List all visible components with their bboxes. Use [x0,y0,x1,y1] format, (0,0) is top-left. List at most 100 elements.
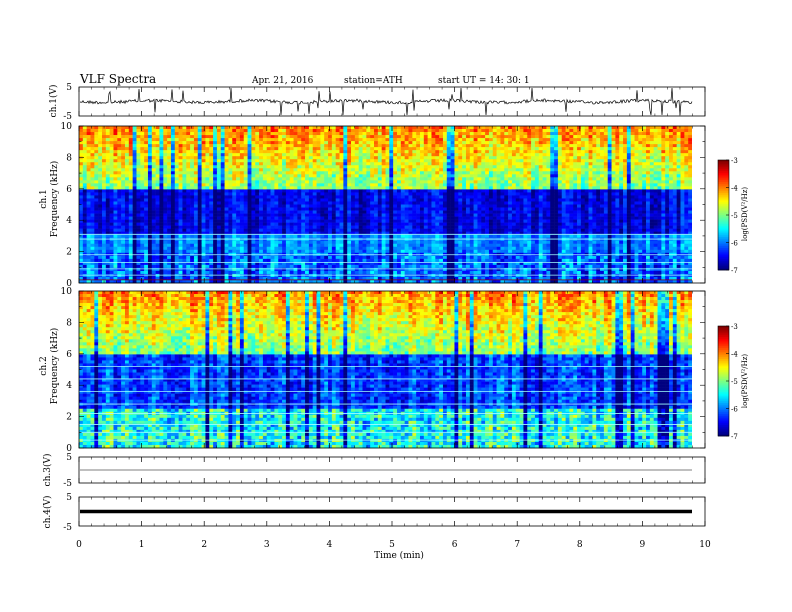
spectrogram-cell [527,147,531,150]
spectrogram-cell [374,217,378,220]
spectrogram-cell [554,138,558,141]
spectrogram-cell [393,205,397,208]
spectrogram-cell [152,183,156,186]
spectrogram-cell [263,132,267,135]
spectrogram-cell [159,201,163,204]
spectrogram-cell [117,150,121,153]
spectrogram-cell [550,201,554,204]
spectrogram-cell [79,135,83,138]
spectrogram-cell [244,183,248,186]
spectrogram-cell [431,186,435,189]
spectrogram-cell [646,171,650,174]
spectrogram-cell [313,211,317,214]
spectrogram-cell [543,135,547,138]
spectrogram-cell [228,201,232,204]
spectrogram-cell [359,205,363,208]
spectrogram-cell [431,189,435,192]
spectrogram-cell [286,159,290,162]
spectrogram-cell [520,201,524,204]
spectrogram-cell [340,165,344,168]
spectrogram-cell [351,211,355,214]
spectrogram-cell [454,205,458,208]
spectrogram-cell [408,159,412,162]
spectrogram-cell [420,211,424,214]
spectrogram-cell [366,183,370,186]
spectrogram-cell [366,165,370,168]
spectrogram-cell [240,198,244,201]
spectrogram-cell [474,201,478,204]
spectrogram-cell [209,195,213,198]
spectrogram-cell [615,201,619,204]
spectrogram-cell [324,150,328,153]
spectrogram-cell [608,174,612,177]
spectrogram-cell [523,205,527,208]
spectrogram-cell [156,208,160,211]
spectrogram-cell [320,171,324,174]
spectrogram-cell [566,138,570,141]
spectrogram-cell [569,165,573,168]
spectrogram-cell [462,153,466,156]
spectrogram-cell [650,201,654,204]
spectrogram-cell [301,132,305,135]
spectrogram-cell [297,156,301,159]
spectrogram-cell [198,208,202,211]
spectrogram-cell [401,183,405,186]
spectrogram-cell [205,135,209,138]
spectrogram-cell [569,208,573,211]
spectrogram-cell [305,162,309,165]
spectrogram-cell [248,132,252,135]
spectrogram-cell [343,159,347,162]
spectrogram-cell [301,159,305,162]
spectrogram-cell [642,156,646,159]
spectrogram-cell [481,189,485,192]
spectrogram-cell [87,208,91,211]
spectrogram-cell [209,208,213,211]
spectrogram-cell [117,211,121,214]
spectrogram-cell [194,138,198,141]
spectrogram-cell [589,189,593,192]
spectrogram-cell [94,162,98,165]
spectrogram-cell [336,171,340,174]
spectrogram-cell [435,168,439,171]
spectrogram-cell [225,180,229,183]
spectrogram-cell [543,195,547,198]
spectrogram-cell [658,162,662,165]
spectrogram-cell [156,211,160,214]
spectrogram-cell [681,165,685,168]
spectrogram-cell [171,189,175,192]
spectrogram-cell [129,141,133,144]
spectrogram-cell [340,186,344,189]
spectrogram-cell [363,150,367,153]
spectrogram-cell [144,168,148,171]
spectrogram-cell [240,214,244,217]
spectrogram-cell [317,183,321,186]
spectrogram-cell [585,165,589,168]
spectrogram-cell [186,195,190,198]
spectrogram-cell [681,201,685,204]
spectrogram-cell [389,205,393,208]
spectrogram-cell [125,183,129,186]
spectrogram-cell [470,205,474,208]
spectrogram-cell [355,177,359,180]
spectrogram-cell [121,208,125,211]
spectrogram-cell [508,150,512,153]
spectrogram-cell [681,198,685,201]
spectrogram-cell [263,150,267,153]
spectrogram-cell [397,217,401,220]
spectrogram-cell [458,208,462,211]
spectrogram-cell [110,177,114,180]
spectrogram-cell [148,208,152,211]
spectrogram-cell [681,159,685,162]
spectrogram-cell [313,171,317,174]
spectrogram-cell [604,162,608,165]
spectrogram-cell [290,208,294,211]
spectrogram-cell [282,214,286,217]
spectrogram-cell [615,147,619,150]
spectrogram-cell [677,174,681,177]
spectrogram-cell [351,150,355,153]
spectrogram-cell [332,205,336,208]
spectrogram-cell [290,141,294,144]
spectrogram-cell [531,144,535,147]
spectrogram-cell [481,198,485,201]
spectrogram-cell [382,177,386,180]
